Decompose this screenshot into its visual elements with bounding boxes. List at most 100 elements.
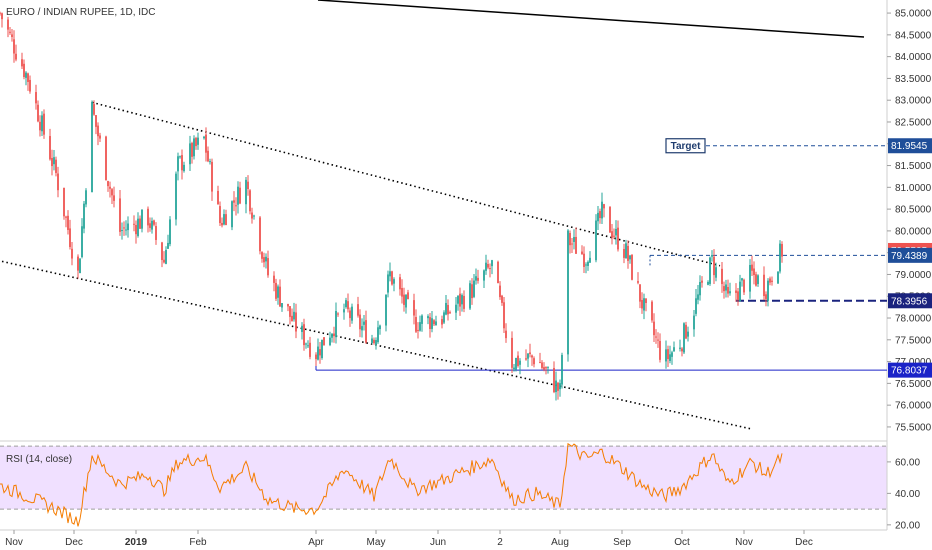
- candle-body: [135, 224, 137, 235]
- candle-body: [295, 312, 297, 332]
- candle-body: [417, 329, 419, 331]
- candle-body: [359, 314, 361, 330]
- candle-body: [545, 367, 547, 369]
- candle-body: [571, 243, 573, 245]
- price-tick-label: 76.0000: [895, 401, 932, 412]
- time-axis[interactable]: Nov Dec 2019 Feb Apr May Jun 2 Aug Sep Oct Nov Dec: [5, 530, 813, 548]
- candle-body: [223, 214, 225, 225]
- candle-body: [557, 382, 559, 391]
- candle-body: [769, 278, 771, 283]
- candle-body: [121, 230, 123, 232]
- candle-body: [491, 260, 493, 267]
- candle-body: [643, 298, 645, 311]
- candle-body: [459, 293, 461, 307]
- candle-body: [429, 317, 431, 329]
- candle-body: [559, 383, 561, 390]
- candle-body: [267, 258, 269, 276]
- candle-body: [427, 316, 429, 319]
- candle-body: [485, 262, 487, 271]
- target-price-tag-bg: [888, 138, 932, 154]
- candle-body: [567, 230, 569, 355]
- drawings-layer: Target: [1, 0, 887, 430]
- candle-body: [253, 215, 255, 217]
- candle-body: [707, 281, 709, 285]
- candle-body: [639, 284, 641, 302]
- candle-body: [83, 203, 85, 229]
- resistance-price-tag-bg: [888, 247, 932, 263]
- candle-body: [701, 280, 703, 283]
- candle-body: [109, 186, 111, 189]
- candle-body: [233, 200, 235, 203]
- candle-body: [641, 300, 643, 309]
- candle-body: [727, 287, 729, 294]
- candle-body: [1, 13, 3, 20]
- candle-body: [693, 315, 695, 330]
- candle-body: [371, 338, 373, 343]
- candle-body: [473, 280, 475, 297]
- candle-body: [65, 216, 67, 218]
- candle-body: [15, 53, 17, 60]
- rsi-label: RSI (14, close): [6, 454, 72, 465]
- candle-body: [77, 256, 79, 271]
- candle-body: [431, 318, 433, 329]
- candle-body: [651, 301, 653, 321]
- candle-body: [447, 304, 449, 315]
- candle-body: [207, 150, 209, 162]
- candle-body: [137, 218, 139, 236]
- rsi-axis[interactable]: 60.00 40.00 20.00: [887, 457, 920, 531]
- target-price-tag: 81.9545: [891, 141, 928, 152]
- candle-body: [219, 206, 221, 224]
- candle-body: [277, 286, 279, 298]
- candle-body: [317, 346, 319, 360]
- candle-body: [503, 302, 505, 329]
- candle-body: [39, 121, 41, 131]
- candle-body: [561, 354, 563, 385]
- candle-body: [147, 208, 149, 226]
- candle-body: [777, 271, 779, 284]
- candle-body: [375, 340, 377, 345]
- candle-body: [743, 279, 745, 293]
- candle-body: [25, 72, 27, 78]
- candle-body: [163, 259, 165, 263]
- candle-body: [385, 294, 387, 326]
- candle-body: [309, 342, 311, 357]
- candle-body: [483, 270, 485, 281]
- candle-body: [105, 136, 107, 181]
- candle-body: [763, 274, 765, 297]
- candle-body: [685, 324, 687, 339]
- candle-body: [85, 190, 87, 205]
- candle-body: [29, 79, 31, 92]
- candle-body: [407, 292, 409, 299]
- candle-body: [179, 156, 181, 158]
- candle-body: [737, 291, 739, 300]
- candle-body: [585, 264, 587, 266]
- candle-body: [471, 284, 473, 299]
- candle-body: [461, 295, 463, 305]
- candle-body: [43, 113, 45, 135]
- candle-body: [753, 268, 755, 276]
- candle-body: [709, 257, 711, 284]
- candle-body: [755, 274, 757, 286]
- candle-body: [581, 251, 583, 255]
- candle-body: [455, 304, 457, 313]
- candle-body: [167, 242, 169, 249]
- time-tick-label: Jun: [430, 537, 446, 548]
- candle-body: [781, 244, 783, 257]
- candle-body: [735, 290, 737, 293]
- candle-body: [321, 339, 323, 358]
- support-price-tag-bg: [888, 293, 932, 309]
- candle-body: [667, 349, 669, 360]
- candle-body: [303, 324, 305, 346]
- candle-body: [445, 302, 447, 315]
- candle-body: [697, 294, 699, 300]
- candle-body: [169, 219, 171, 245]
- candle-body: [365, 320, 367, 343]
- price-tick-label: 83.5000: [895, 74, 932, 85]
- candle-body: [81, 226, 83, 258]
- candle-body: [119, 198, 121, 232]
- channel-lower-line: [1, 260, 753, 430]
- candle-body: [655, 336, 657, 338]
- candle-body: [401, 287, 403, 297]
